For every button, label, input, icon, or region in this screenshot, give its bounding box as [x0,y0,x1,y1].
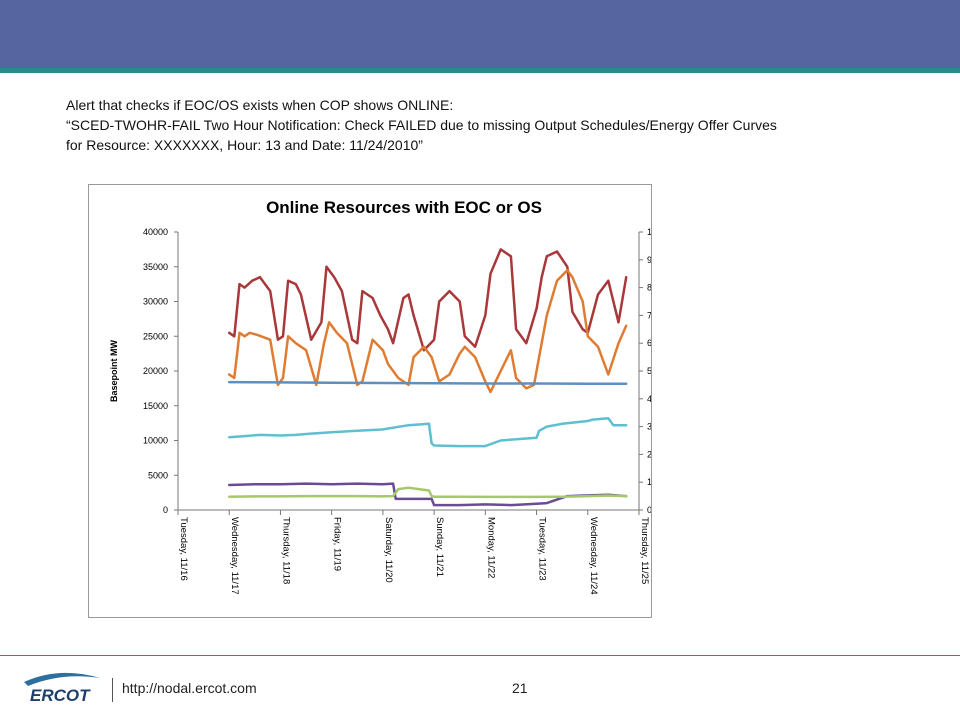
series-line-res-w-os-bp [227,482,628,507]
series-line-res-w-os [227,486,628,499]
y-tick-label: 20000 [143,366,168,376]
series-line-res-w-tpo-or-os-bp [227,268,628,394]
series-line-online-res-bp [227,248,628,352]
footer-divider [0,655,960,656]
y2-tick-label: 300 [647,422,651,432]
footer-separator [112,678,113,702]
x-tick-label: Tuesday, 11/16 [178,517,189,581]
x-tick-label: Monday, 11/22 [485,517,496,578]
y2-tick-label: 100 [647,477,651,487]
header-band [0,0,960,68]
footer-url[interactable]: http://nodal.ercot.com [122,680,257,696]
y2-tick-label: 1000 [647,227,651,237]
y2-tick-label: 700 [647,310,651,320]
y-tick-label: 10000 [143,436,168,446]
y2-tick-label: 500 [647,366,651,376]
x-tick-label: Friday, 11/19 [332,517,343,571]
logo-swoosh [24,672,100,686]
x-tick-label: Wednesday, 11/17 [229,517,240,595]
alert-line-1: Alert that checks if EOC/OS exists when … [66,97,454,113]
alert-description: Alert that checks if EOC/OS exists when … [66,95,926,155]
y-tick-label: 5000 [148,470,168,480]
y2-tick-label: 800 [647,283,651,293]
y-tick-label: 25000 [143,331,168,341]
chart-title: Online Resources with EOC or OS [266,198,542,217]
y2-tick-label: 400 [647,394,651,404]
series-line-online-resources [227,380,628,386]
y-tick-label: 30000 [143,297,168,307]
x-tick-label: Thursday, 11/25 [639,517,650,584]
logo-text: ERCOT [30,686,91,705]
line-chart: Online Resources with EOC or OS050001000… [109,198,651,595]
y-tick-label: 15000 [143,401,168,411]
page-number: 21 [512,680,528,696]
y2-tick-label: 600 [647,338,651,348]
alert-line-3: for Resource: XXXXXXX, Hour: 13 and Date… [66,137,423,153]
y-tick-label: 35000 [143,262,168,272]
header-accent-line [0,68,960,73]
series-line-res-w-tpo-or-os [227,417,628,448]
y2-tick-label: 0 [647,505,651,515]
x-tick-label: Thursday, 11/18 [280,517,291,584]
y2-tick-label: 900 [647,255,651,265]
y-axis-title: Basepoint MW [109,339,119,402]
y-tick-label: 0 [163,505,168,515]
y2-tick-label: 200 [647,449,651,459]
ercot-logo: ERCOT [24,672,100,705]
x-tick-label: Wednesday, 11/24 [588,517,599,595]
chart-frame: Online Resources with EOC or OS 0 5000 1000… [88,184,652,618]
y-tick-label: 40000 [143,227,168,237]
alert-line-2: “SCED-TWOHR-FAIL Two Hour Notification: … [66,117,777,133]
x-tick-label: Saturday, 11/20 [383,517,394,583]
x-tick-label: Tuesday, 11/23 [537,517,548,581]
x-tick-label: Sunday, 11/21 [434,517,445,577]
